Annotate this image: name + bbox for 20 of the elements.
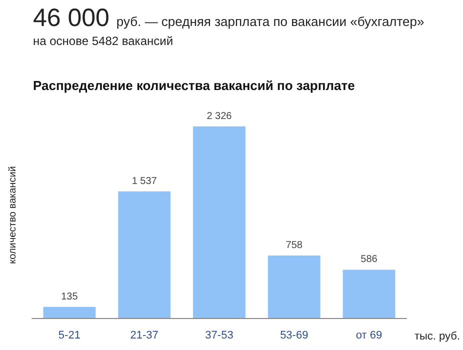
x-tick-label: 37-53	[205, 330, 234, 342]
x-tick-label: 5-21	[58, 330, 80, 342]
bar	[193, 126, 246, 318]
text: на основе 5482 вакансий	[33, 34, 174, 48]
bar	[342, 270, 396, 318]
x-axis-title: тыс. руб.	[414, 330, 460, 342]
text: 46 000 руб. — средняя зарплата по вакансии «бухгалтер»	[33, 4, 424, 33]
y-axis-title: количество вакансий	[8, 166, 18, 264]
data-label: 135	[61, 291, 78, 302]
x-tick-label: 21-37	[130, 330, 158, 342]
chart-title: Распределение количества вакансий по зарплате	[33, 78, 355, 93]
x-tick-label: 53-69	[280, 330, 308, 342]
x-tick-label: от 69	[356, 330, 382, 342]
bar	[43, 306, 96, 318]
bar	[268, 256, 320, 318]
data-label: 1 537	[132, 176, 158, 187]
bar	[118, 191, 171, 318]
data-label: 586	[360, 254, 378, 266]
data-label: 2 326	[206, 110, 232, 122]
data-label: 758	[286, 240, 303, 252]
